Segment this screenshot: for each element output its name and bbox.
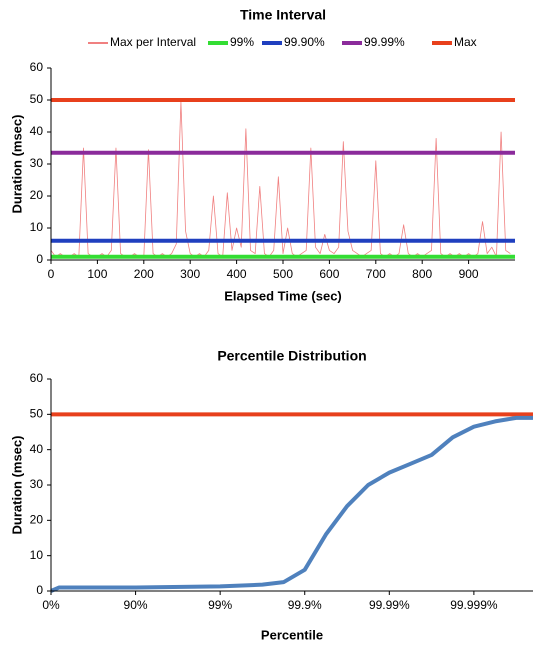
y-tick-label: 10	[30, 220, 44, 234]
x-tick-label: 400	[227, 267, 247, 281]
y-tick-label: 20	[30, 513, 44, 527]
y-tick-label: 20	[30, 188, 44, 202]
x-tick-label: 900	[459, 267, 479, 281]
x-tick-label: 700	[366, 267, 386, 281]
y-tick-label: 40	[30, 442, 44, 456]
y-tick-label: 0	[36, 252, 43, 266]
legend-label: Max per Interval	[110, 35, 196, 49]
x-tick-label: 90%	[124, 598, 148, 612]
x-tick-label: 100	[87, 267, 107, 281]
y-tick-label: 30	[30, 156, 44, 170]
y-axis-title: Duration (msec)	[9, 115, 24, 214]
y-tick-label: 60	[30, 60, 44, 74]
legend-label: 99%	[230, 35, 254, 49]
x-tick-label: 600	[319, 267, 339, 281]
x-axis-title: Percentile	[261, 627, 323, 642]
chart-title: Percentile Distribution	[217, 348, 366, 364]
x-tick-label: 200	[134, 267, 154, 281]
y-tick-label: 10	[30, 548, 44, 562]
x-tick-label: 0	[48, 267, 55, 281]
y-tick-label: 40	[30, 124, 44, 138]
x-axis-title: Elapsed Time (sec)	[224, 288, 342, 303]
y-tick-label: 0	[36, 583, 43, 597]
y-tick-label: 60	[30, 371, 44, 385]
chart-title: Time Interval	[240, 7, 326, 23]
legend-label: 99.99%	[364, 35, 405, 49]
legend-label: 99.90%	[284, 35, 325, 49]
x-tick-label: 300	[180, 267, 200, 281]
legend-label: Max	[454, 35, 477, 49]
x-tick-label: 0%	[42, 598, 60, 612]
y-tick-label: 50	[30, 407, 44, 421]
x-tick-label: 99.99%	[369, 598, 410, 612]
y-tick-label: 30	[30, 477, 44, 491]
series-line	[50, 415, 533, 593]
y-axis-title: Duration (msec)	[9, 436, 24, 535]
x-tick-label: 500	[273, 267, 293, 281]
x-tick-label: 800	[412, 267, 432, 281]
x-tick-label: 99.999%	[450, 598, 498, 612]
x-tick-label: 99.9%	[288, 598, 322, 612]
x-tick-label: 99%	[208, 598, 232, 612]
y-tick-label: 50	[30, 92, 44, 106]
series-line	[50, 101, 511, 258]
